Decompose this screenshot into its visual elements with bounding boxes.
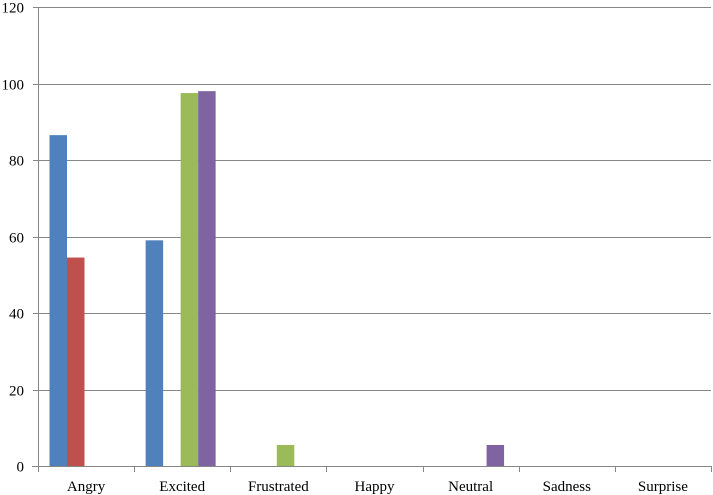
y-tick-label: 0 — [17, 460, 25, 476]
y-tick-label: 80 — [9, 154, 24, 170]
bar — [49, 135, 67, 466]
bar — [276, 444, 295, 466]
y-tick-label: 100 — [2, 78, 25, 94]
bar — [486, 444, 505, 466]
x-tick-label: Neutral — [448, 479, 493, 495]
y-tick-label: 120 — [2, 1, 25, 17]
bar — [145, 240, 164, 466]
bar — [67, 257, 85, 466]
x-tick-label: Angry — [67, 479, 106, 495]
bar — [180, 93, 199, 466]
y-tick-label: 60 — [9, 231, 24, 247]
x-tick-label: Happy — [355, 479, 395, 495]
axes — [32, 7, 712, 472]
y-tick-label: 40 — [9, 307, 24, 323]
bars — [49, 91, 505, 467]
y-tick-label: 20 — [9, 384, 24, 400]
x-tick-label: Frustrated — [248, 479, 309, 495]
gridlines — [38, 7, 711, 391]
x-tick-labels: Angry Excited Frustrated Happy Neutral Sadnes… — [67, 479, 688, 495]
y-tick-labels: 0 20 40 60 80 100 120 — [2, 1, 25, 476]
bar — [198, 91, 216, 467]
x-tick-label: Sadness — [543, 479, 591, 495]
x-tick-label: Excited — [159, 479, 205, 495]
x-tick-label: Surprise — [638, 479, 688, 495]
